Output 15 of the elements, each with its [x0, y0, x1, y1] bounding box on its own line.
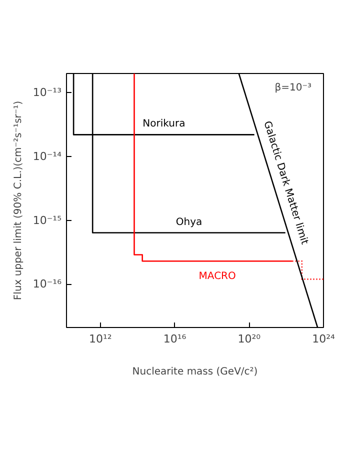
series-label: Ohya — [176, 216, 202, 228]
y-axis-title: Flux upper limit (90% C.L.)(cm⁻²s⁻¹sr⁻¹) — [12, 100, 24, 300]
text: Galactic Dark Matter limit — [261, 120, 310, 246]
x-tick-label: 10¹² — [89, 332, 112, 346]
y-tick-label: 10⁻¹⁵ — [32, 214, 62, 227]
series-label: Norikura — [142, 118, 186, 130]
x-tick-label: 10²⁴ — [312, 332, 336, 346]
y-tick-label: 10⁻¹⁶ — [32, 278, 62, 291]
x-tick-label: 10¹⁶ — [163, 332, 187, 346]
series-label: MACRO — [198, 271, 236, 282]
x-tick-label: 10²⁰ — [238, 332, 262, 346]
y-tick-label: 10⁻¹³ — [32, 86, 62, 100]
x-axis-title: Nuclearite mass (GeV/c²) — [132, 366, 258, 378]
annotation: β=10⁻³ — [274, 82, 312, 94]
y-tick-label: 10⁻¹⁴ — [32, 150, 62, 164]
